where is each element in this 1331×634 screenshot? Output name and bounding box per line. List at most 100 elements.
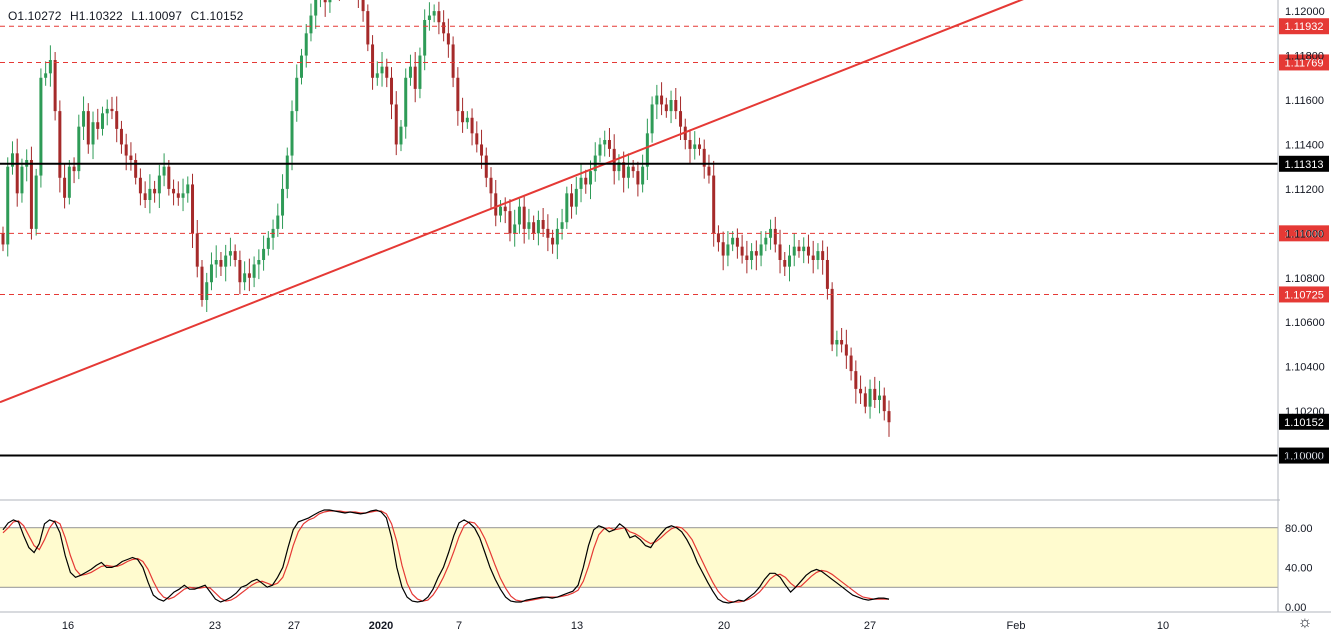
candle-body [186,184,190,194]
stoch-d-line [2,510,889,603]
candle [821,240,825,275]
candle-body [394,104,398,145]
candle [650,96,654,143]
time-tick-label: 20 [718,620,730,632]
candle-body [385,66,389,78]
candle [446,18,450,58]
candle-body [238,260,242,283]
ohlc-legend: O1.10272 H1.10322 L1.10097 C1.10152 [8,9,248,23]
candle [408,54,412,86]
candle-body [712,175,716,234]
candle-body [854,371,858,389]
candle [622,151,626,193]
candle-body [219,260,223,267]
candle [214,245,218,278]
candle-body [100,113,104,129]
candle-body [366,11,370,45]
candle-body [484,155,488,178]
candle-body [679,111,683,127]
candle-body [390,77,394,105]
candle-body [418,55,422,89]
candle-body [859,388,863,394]
candle [631,160,635,178]
candle [461,97,465,133]
candle-body [541,220,545,229]
candle-body [191,184,195,234]
candle [58,100,62,193]
candle [20,158,24,203]
candle [15,138,19,207]
candle [555,218,559,260]
candle [323,0,327,17]
level-tag-label: 1.10725 [1284,289,1324,301]
candle-body [650,104,654,134]
candle [423,9,427,71]
candle-body [674,100,678,112]
level-tag [1279,286,1329,303]
candle [153,180,157,203]
candle-body [688,140,692,149]
candle [579,163,583,203]
level-tag-label: 1.10000 [1284,451,1324,463]
candle [115,96,119,143]
candle [247,258,251,292]
level-tag [1279,54,1329,71]
time-tick-label: 23 [209,620,221,632]
candle-body [119,128,123,145]
candle-body [636,171,640,185]
candle-body [702,148,706,167]
candle-body [489,177,493,194]
trendline [0,0,1024,404]
candle [100,106,104,136]
candle-body [546,228,550,238]
candle [688,129,692,164]
candle-body [91,122,95,145]
candle-body [167,166,171,189]
candle-body [423,20,427,56]
candle-body [631,166,635,172]
candle [172,179,176,206]
candle [783,252,787,276]
candle-body [802,246,806,252]
candle [593,142,597,182]
time-axis[interactable]: 16 23 27 2020 7 13 20 27 Feb 10 [0,611,1331,632]
gear-icon[interactable]: ☼ [1297,614,1313,631]
candle [825,246,829,300]
candle [764,231,768,252]
candle [143,181,147,208]
candle [536,210,540,246]
candle-body [375,73,379,78]
candle-body [361,0,365,12]
candle [404,68,408,139]
candle-body [735,237,739,247]
candle [560,208,564,240]
level-tag-label: 1.11932 [1285,21,1324,33]
candle-body [560,222,564,229]
candle [91,111,95,160]
candle [157,164,161,208]
candle [205,272,209,312]
candle [432,4,436,23]
ohlc-high: H1.10322 [69,9,123,23]
candle-body [399,126,403,145]
candle [503,197,507,224]
candle [844,329,848,369]
candle [375,61,379,86]
candle-body [44,73,48,78]
candle-body [740,246,744,256]
candle [418,47,422,99]
candle [541,208,545,237]
price-tick-label: 1.11000 [1285,228,1324,240]
candle [380,52,384,87]
price-axis[interactable]: 1.11932 1.11769 1.11313 1.11000 1.10725 1.100… [1277,0,1329,614]
candle [584,169,588,194]
candle-body [77,126,81,172]
candle-body [228,251,232,256]
candle-body [707,166,711,176]
candle-body [693,144,697,149]
candle [797,240,801,258]
candle [664,97,668,118]
candle [740,234,744,264]
candle [830,282,834,352]
